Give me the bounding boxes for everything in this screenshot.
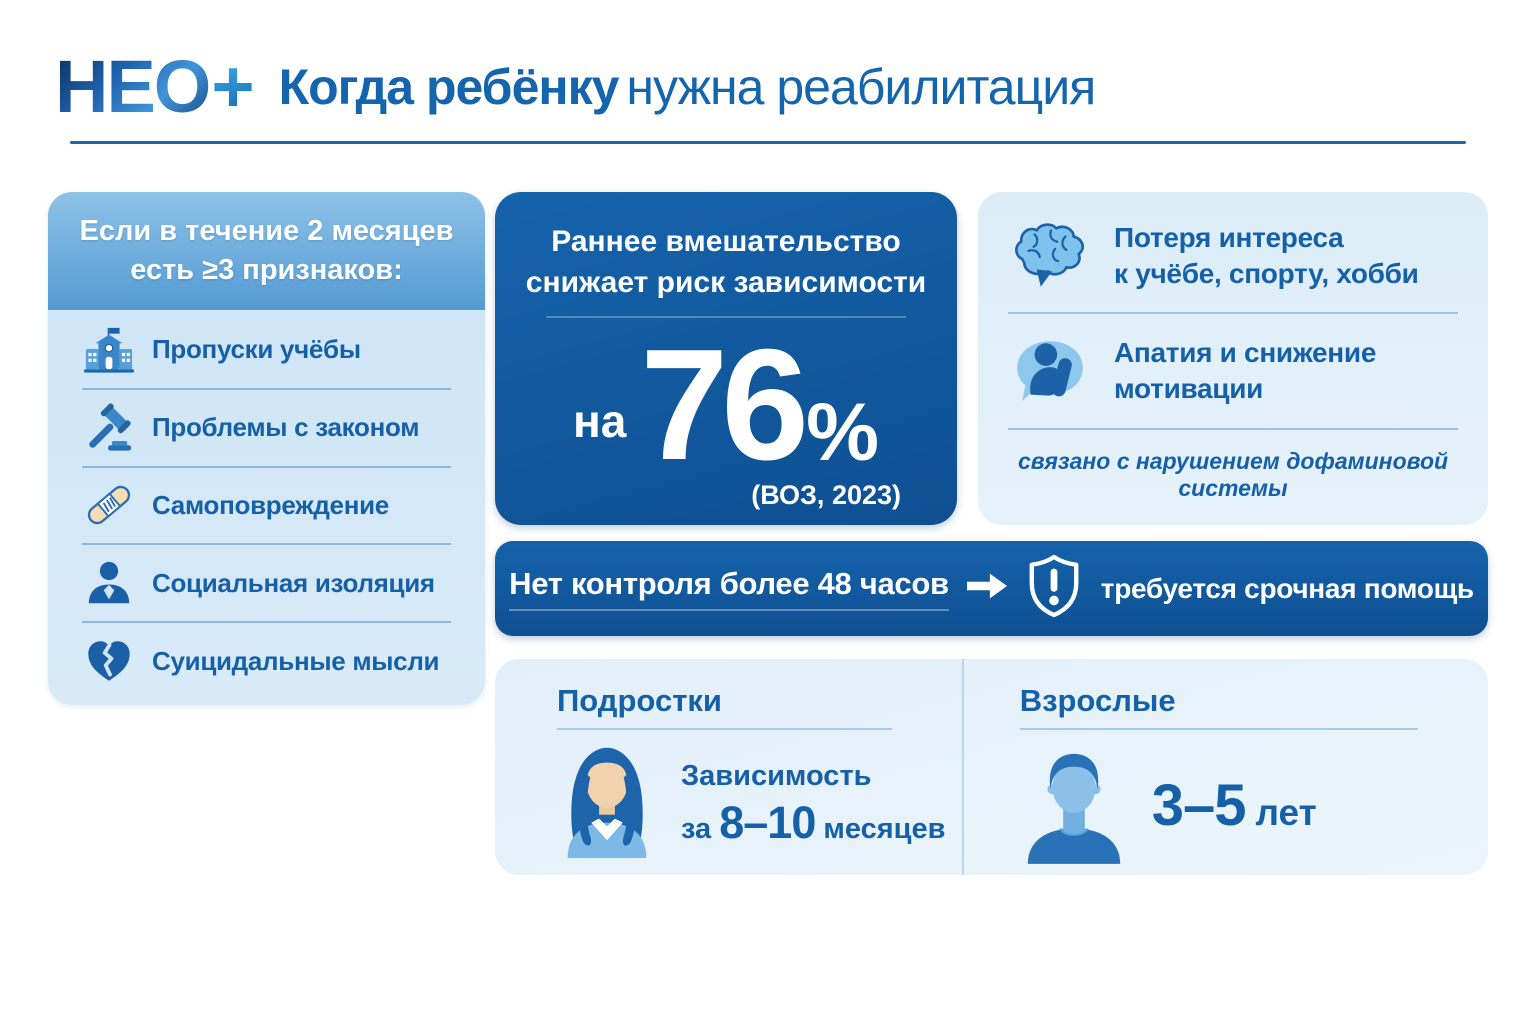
- teens-caption-prefix: за: [681, 813, 712, 845]
- criteria-item-label: Социальная изоляция: [152, 567, 435, 598]
- stat-heading-line2: снижает риск зависимости: [525, 265, 927, 299]
- criteria-item-label: Суицидальные мысли: [152, 645, 440, 676]
- symptoms-panel: Потеря интереса к учёбе, спорту, хобби А…: [978, 192, 1488, 525]
- symptom-line1: Апатия и снижение: [1114, 336, 1377, 368]
- symptoms-note: связано с нарушением дофаминовой системы: [1008, 428, 1458, 502]
- criteria-heading-line2: есть ≥3 признаков:: [130, 254, 403, 286]
- brain-icon: [1008, 222, 1092, 290]
- page-title-emphasis: Когда ребёнку: [278, 59, 620, 115]
- adults-duration-value: 3–5: [1151, 773, 1247, 838]
- page-title-rest: нужна реабилитация: [626, 59, 1096, 115]
- alert-condition: Нет контроля более 48 часов: [509, 566, 949, 611]
- timeline-teens-divider: [557, 728, 892, 730]
- person-icon: [82, 556, 136, 610]
- criteria-list: Пропуски учёбы Проблемы с з: [48, 310, 485, 705]
- timeline-adults-divider: [1019, 728, 1418, 730]
- timeline-adults-content: 3–5 лет: [1020, 742, 1488, 869]
- list-item: Проблемы с законом: [82, 390, 451, 468]
- list-item: Самоповреждение: [82, 468, 451, 546]
- list-item: Потеря интереса к учёбе, спорту, хобби: [1008, 200, 1458, 314]
- page-title: Когда ребёнку нужна реабилитация: [278, 58, 1097, 116]
- criteria-panel: Если в течение 2 месяцев есть ≥3 признак…: [48, 192, 485, 705]
- stat-heading: Раннее вмешательство снижает риск зависи…: [495, 222, 957, 303]
- stat-value-prefix: на: [572, 395, 627, 447]
- criteria-heading: Если в течение 2 месяцев есть ≥3 признак…: [48, 192, 485, 310]
- timeline-panel: Подростки Зависимость: [495, 659, 1488, 875]
- stat-value-unit: %: [806, 387, 880, 478]
- arrow-right-icon: [966, 571, 1007, 606]
- bandage-icon: [82, 478, 136, 532]
- timeline-adults-caption: 3–5 лет: [1152, 772, 1317, 839]
- stat-value-row: на 76 %: [495, 316, 957, 493]
- stat-heading-line1: Раннее вмешательство: [551, 225, 901, 258]
- timeline-adults-title: Взрослые: [1019, 683, 1176, 718]
- teens-caption-suffix: месяцев: [823, 813, 946, 845]
- criteria-item-label: Проблемы с законом: [152, 412, 420, 443]
- school-icon: [82, 323, 136, 377]
- adults-duration-unit: лет: [1255, 792, 1317, 833]
- symptom-line2: мотивации: [1114, 373, 1264, 404]
- gavel-icon: [82, 401, 136, 455]
- logo-text: НЕО: [55, 45, 211, 128]
- stat-panel: Раннее вмешательство снижает риск зависи…: [495, 192, 957, 525]
- teens-caption-line1: Зависимость: [681, 760, 872, 792]
- list-item: Апатия и снижение мотивации: [1008, 314, 1458, 428]
- teen-avatar: [557, 736, 657, 863]
- teens-caption-line2: за 8–10 месяцев: [681, 797, 945, 849]
- timeline-teens: Подростки Зависимость: [495, 659, 962, 875]
- criteria-item-label: Пропуски учёбы: [152, 334, 361, 365]
- neo-plus-logo: НЕО +: [55, 45, 255, 128]
- timeline-teens-content: Зависимость за 8–10 месяцев: [557, 736, 962, 863]
- apathy-icon: [1008, 337, 1092, 405]
- list-item: Суицидальные мысли: [82, 623, 451, 699]
- shield-exclamation-icon: [1025, 554, 1083, 623]
- teens-duration-value: 8–10: [719, 797, 816, 848]
- timeline-teens-title: Подростки: [557, 683, 722, 718]
- symptom-label: Апатия и снижение мотивации: [1114, 335, 1376, 408]
- criteria-heading-line1: Если в течение 2 месяцев: [79, 214, 454, 247]
- symptom-line2: к учёбе, спорту, хобби: [1114, 258, 1419, 289]
- adult-avatar: [1020, 742, 1128, 869]
- list-item: Социальная изоляция: [82, 545, 451, 624]
- alert-banner: Нет контроля более 48 часов требуется ср…: [495, 541, 1488, 636]
- stat-source: (ВОЗ, 2023): [751, 480, 901, 510]
- timeline-adults: Взрослые 3–5 лет: [961, 659, 1488, 875]
- stat-value: 76: [640, 316, 809, 493]
- logo-plus-icon: +: [211, 45, 254, 128]
- header-divider: [70, 141, 1466, 144]
- header: НЕО + Когда ребёнку нужна реабилитация: [55, 45, 1097, 128]
- symptom-label: Потеря интереса к учёбе, спорту, хобби: [1114, 220, 1419, 293]
- timeline-teens-caption: Зависимость за 8–10 месяцев: [681, 760, 945, 863]
- stat-divider: [545, 316, 907, 318]
- criteria-item-label: Самоповреждение: [152, 489, 389, 520]
- list-item: Пропуски учёбы: [82, 312, 451, 390]
- symptom-line1: Потеря интереса: [1114, 221, 1344, 253]
- broken-heart-icon: [82, 634, 136, 688]
- alert-action: требуется срочная помощь: [1100, 572, 1474, 604]
